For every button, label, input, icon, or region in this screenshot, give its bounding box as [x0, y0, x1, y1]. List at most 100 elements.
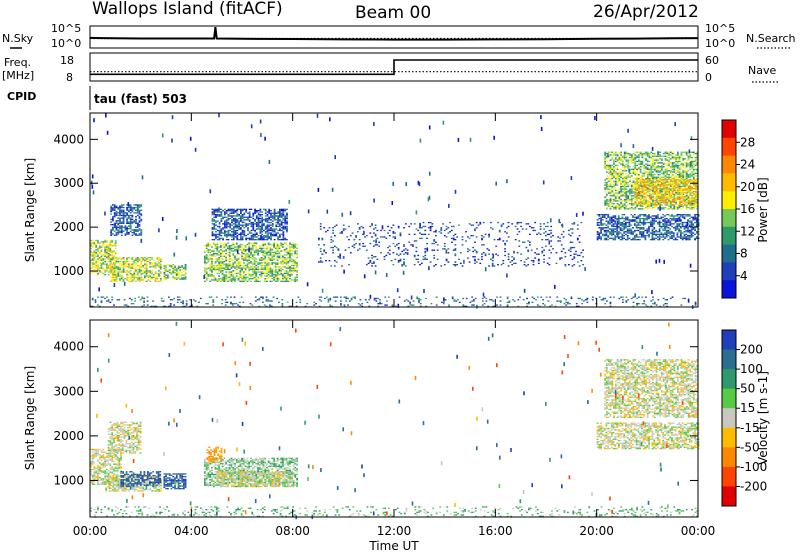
data-cell — [283, 266, 286, 268]
data-cell — [294, 278, 297, 280]
data-cell — [218, 225, 221, 228]
data-cell — [225, 236, 228, 238]
data-cell — [506, 240, 508, 242]
data-cell — [274, 251, 277, 254]
data-cell — [270, 210, 272, 212]
data-cell — [622, 164, 624, 167]
data-cell — [214, 247, 217, 250]
data-cell — [126, 274, 128, 276]
data-cell — [107, 253, 110, 255]
data-cell — [481, 258, 483, 261]
data-cell — [661, 204, 663, 206]
data-cell — [168, 265, 171, 267]
data-cell — [289, 253, 291, 255]
data-cell — [613, 206, 615, 209]
data-cell — [232, 220, 235, 222]
data-cell — [221, 272, 224, 275]
data-cell — [268, 224, 271, 226]
data-cell — [232, 276, 235, 279]
data-cell — [106, 250, 108, 252]
data-cell — [648, 182, 651, 185]
data-cell — [638, 193, 640, 195]
data-cell — [689, 202, 692, 204]
data-cell — [270, 212, 272, 214]
data-cell — [604, 196, 607, 198]
data-cell — [685, 151, 688, 153]
data-cell — [154, 279, 157, 281]
data-cell — [250, 232, 253, 234]
data-cell — [611, 170, 614, 172]
data-cell — [93, 271, 96, 273]
data-cell — [276, 253, 279, 255]
data-cell — [126, 263, 128, 265]
data-cell — [251, 245, 254, 247]
data-cell — [136, 206, 139, 209]
data-cell — [481, 253, 483, 255]
data-cell — [259, 217, 262, 220]
data-cell — [218, 266, 220, 268]
data-cell — [271, 270, 274, 272]
data-cell — [280, 208, 283, 211]
data-cell — [204, 267, 206, 269]
data-cell — [231, 216, 233, 218]
data-cell — [664, 168, 667, 171]
data-cell — [691, 172, 693, 175]
data-cell — [231, 224, 233, 226]
data-cell — [657, 192, 660, 194]
data-cell — [239, 274, 242, 276]
data-cell — [241, 237, 244, 240]
data-cell — [273, 270, 275, 272]
data-cell — [240, 215, 242, 217]
data-cell — [262, 258, 265, 260]
data-cell — [245, 219, 248, 221]
data-cell — [284, 210, 287, 212]
data-cell — [355, 235, 357, 237]
data-cell — [668, 201, 670, 204]
data-cell — [403, 264, 405, 266]
data-cell — [97, 267, 99, 269]
data-cell — [655, 167, 658, 169]
data-cell — [513, 262, 515, 265]
data-cell — [269, 272, 272, 275]
data-cell — [666, 180, 669, 182]
data-cell — [648, 168, 651, 171]
data-cell — [250, 208, 253, 211]
data-cell — [285, 242, 288, 244]
data-cell — [666, 155, 669, 157]
data-cell — [403, 262, 405, 265]
data-cell — [140, 260, 143, 263]
data-cell — [669, 201, 672, 204]
data-cell — [682, 206, 685, 209]
data-cell — [225, 225, 228, 228]
data-cell — [136, 264, 139, 267]
data-cell — [474, 228, 476, 230]
data-cell — [461, 265, 464, 267]
data-cell — [113, 259, 116, 261]
data-cell — [650, 201, 653, 204]
data-cell — [129, 204, 132, 206]
data-cell — [415, 250, 418, 253]
data-cell — [129, 217, 132, 219]
data-cell — [255, 242, 258, 244]
data-cell — [232, 263, 235, 265]
data-cell — [664, 193, 667, 195]
data-cell — [454, 254, 457, 257]
data-cell — [447, 227, 450, 229]
data-cell — [128, 214, 130, 217]
data-cell — [237, 266, 240, 268]
data-cell — [257, 267, 259, 269]
data-cell — [243, 235, 246, 237]
data-cell — [159, 259, 162, 261]
data-cell — [543, 223, 545, 225]
data-cell — [670, 182, 672, 185]
data-cell — [247, 212, 249, 214]
data-cell — [248, 272, 251, 275]
data-cell — [223, 264, 226, 267]
data-cell — [232, 243, 235, 246]
data-cell — [235, 267, 238, 269]
data-cell — [223, 274, 226, 276]
data-cell — [652, 155, 654, 157]
data-cell — [689, 198, 692, 200]
data-cell — [205, 268, 208, 271]
data-cell — [606, 206, 608, 209]
